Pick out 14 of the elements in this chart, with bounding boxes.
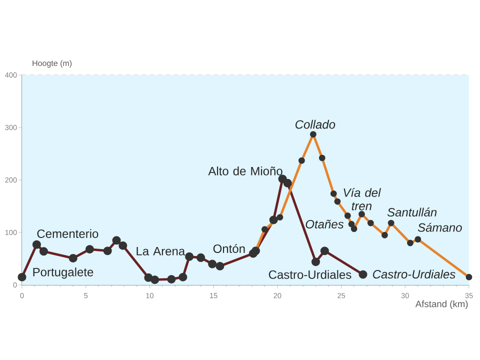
y-axis-title: Hoogte (m)	[32, 60, 72, 68]
x-axis-title: Afstand (km)	[415, 300, 468, 310]
annotation: Castro-Urdiales	[268, 270, 352, 279]
annotation: Collado	[296, 120, 336, 129]
annotation: Cementerio	[37, 229, 98, 238]
annotation: Otañes	[306, 220, 344, 228]
annotation: Castro-Urdiales	[372, 270, 456, 279]
annotation: Sámano	[418, 222, 462, 232]
annotation: Vía del tren	[344, 188, 381, 210]
annotation: Ontón	[213, 244, 245, 253]
annotation: Alto de Mioño	[208, 166, 282, 176]
annotation: La Arena	[136, 247, 186, 256]
annotation: Portugalete	[33, 268, 94, 279]
annotation: Santullán	[387, 208, 437, 217]
